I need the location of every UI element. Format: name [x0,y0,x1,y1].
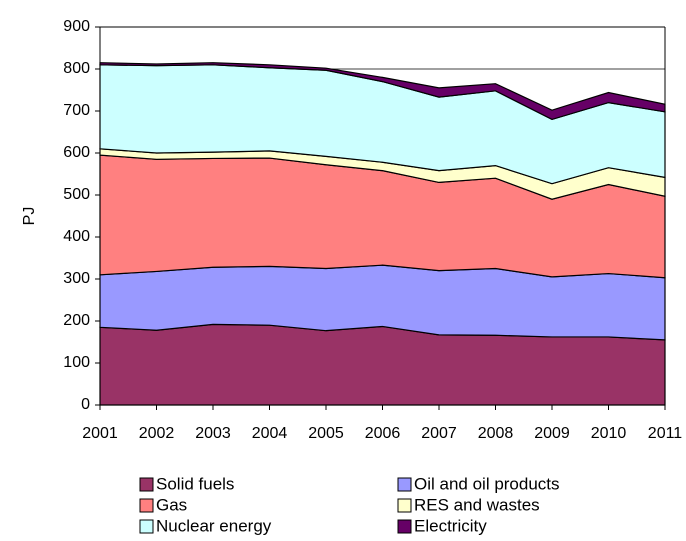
y-tick-label: 600 [63,144,90,161]
x-tick-label: 2008 [478,425,514,442]
y-tick-label: 400 [63,228,90,245]
legend-swatch [397,498,412,513]
x-tick-label: 2011 [648,425,683,442]
y-tick-label: 500 [63,186,90,203]
y-tick-label: 700 [63,102,90,119]
y-tick-label: 800 [63,60,90,77]
y-tick-label: 0 [81,396,90,413]
x-tick-label: 2009 [534,425,570,442]
legend-swatch [139,498,154,513]
legend-label: Electricity [414,516,487,535]
legend-swatch [397,519,412,534]
y-tick-label: 300 [63,270,90,287]
legend-swatch [139,519,154,534]
x-tick-label: 2003 [195,425,231,442]
legend-swatch [139,477,154,492]
y-tick-label: 100 [63,354,90,371]
legend-swatch [397,477,412,492]
x-tick-label: 2007 [421,425,457,442]
legend-label: Nuclear energy [156,516,272,535]
legend-label: Oil and oil products [414,474,560,493]
x-tick-label: 2005 [308,425,344,442]
x-tick-label: 2001 [82,425,118,442]
legend-label: RES and wastes [414,495,540,514]
x-tick-label: 2004 [252,425,288,442]
x-tick-label: 2002 [139,425,175,442]
y-tick-label: 900 [63,18,90,35]
legend-label: Gas [156,495,187,514]
x-tick-label: 2010 [591,425,627,442]
y-axis-label: PJ [21,207,38,226]
legend-label: Solid fuels [156,474,234,493]
y-tick-label: 200 [63,312,90,329]
x-tick-label: 2006 [365,425,401,442]
